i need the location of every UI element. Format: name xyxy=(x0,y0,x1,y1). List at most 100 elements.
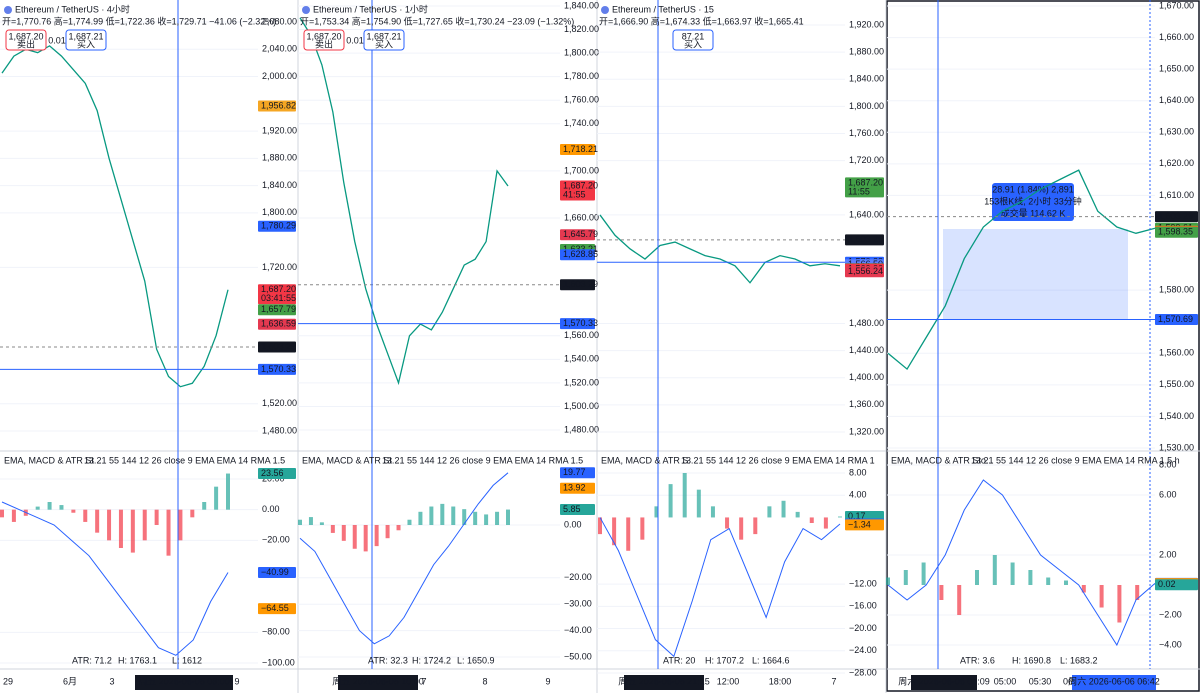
histogram-bar xyxy=(385,525,390,539)
price-tag xyxy=(258,567,296,579)
price-tag-label: 1,687.20 xyxy=(563,180,598,190)
histogram-bar xyxy=(473,511,478,525)
price-tag xyxy=(1155,579,1198,591)
cursor-time-box xyxy=(911,675,977,690)
y-tick-label: 1,660.00 xyxy=(564,212,599,222)
y-tick-label: 1,760.00 xyxy=(564,95,599,105)
x-tick-label: 3 xyxy=(109,676,114,686)
y-tick-label: 1,760.00 xyxy=(849,128,884,138)
y-tick-label: 1,560.00 xyxy=(1159,348,1194,358)
price-tag xyxy=(845,266,884,278)
price-tag-label: 5.85 xyxy=(563,504,581,514)
buy-button[interactable] xyxy=(65,29,107,51)
cursor-time: 周六 2026-06-06 04:09 xyxy=(898,675,990,686)
y-tick-label: −20.00 xyxy=(849,623,877,633)
histogram-bar xyxy=(598,517,602,535)
histogram-bar xyxy=(654,506,659,518)
price-tag-label: 0.17 xyxy=(848,511,866,521)
y-tick-label: 1,540.00 xyxy=(564,354,599,364)
price-tag-label: 1,718.21 xyxy=(563,144,598,154)
histogram-bar xyxy=(154,509,159,525)
y-tick-label: −80.00 xyxy=(262,627,290,637)
histogram-bar xyxy=(166,509,171,556)
spread: 0.01 xyxy=(48,35,66,45)
measure-label: 153根K线, 2小时 33分钟 xyxy=(984,195,1082,206)
atr-l: L: 1612 xyxy=(172,655,202,665)
atr-h: H: 1707.2 xyxy=(705,655,744,665)
price-tag-label: 0.02 xyxy=(1158,579,1176,589)
histogram-bar xyxy=(71,509,76,513)
price-tag-label: 1,598.35 xyxy=(1158,227,1193,237)
ohlc-values: 开=1,666.90 高=1,674.33 低=1,663.97 收=1,665… xyxy=(599,15,804,26)
histogram-bar xyxy=(352,525,357,549)
sell-button[interactable] xyxy=(303,29,345,51)
histogram-bar xyxy=(903,570,908,585)
histogram-bar xyxy=(298,519,302,525)
price-tag xyxy=(845,519,884,531)
y-tick-label: 1,520.00 xyxy=(262,398,297,408)
price-tag xyxy=(258,468,296,480)
price-line xyxy=(299,17,509,386)
histogram-bar xyxy=(1064,580,1068,585)
y-tick-label: 1,640.00 xyxy=(849,209,884,219)
price-line xyxy=(599,214,841,284)
x-tick-label: 6月 xyxy=(63,676,77,686)
atr-atr: ATR: 71.2 xyxy=(72,655,112,665)
price-line xyxy=(887,169,1156,371)
histogram-bar xyxy=(363,525,368,552)
histogram-bar xyxy=(1046,577,1051,585)
y-tick-label: 1,480.00 xyxy=(564,424,599,434)
buy-button[interactable] xyxy=(672,29,714,51)
indicator-params: 13 21 55 144 12 26 close 9 EMA EMA 14 RM… xyxy=(84,455,285,465)
price-tag-label: 23.56 xyxy=(261,468,284,478)
histogram-bar xyxy=(495,511,500,525)
y-tick-label: 1,650.00 xyxy=(1159,64,1194,74)
y-tick-label: 1,360.00 xyxy=(849,399,884,409)
price-tag-label: 1,570.33 xyxy=(563,318,598,328)
y-tick-label: 1,800.00 xyxy=(849,101,884,111)
measure-label-box xyxy=(992,183,1074,221)
atr-l: L: 1683.2 xyxy=(1060,655,1098,665)
y-tick-label: 1,610.00 xyxy=(1159,190,1194,200)
y-tick-label: 1,640.00 xyxy=(1159,95,1194,105)
buy-button[interactable] xyxy=(363,29,405,51)
histogram-bar xyxy=(939,585,944,600)
macd-line xyxy=(887,479,1156,647)
y-tick-label: 1,480.00 xyxy=(262,425,297,435)
histogram-bar xyxy=(1099,585,1104,608)
y-tick-label: 2,040.00 xyxy=(262,44,297,54)
histogram-bar xyxy=(710,506,715,518)
histogram-bar xyxy=(142,509,147,541)
price-tag xyxy=(1155,314,1198,326)
x-tick-label: 9 xyxy=(234,676,239,686)
histogram-bar xyxy=(95,509,100,533)
histogram-bar xyxy=(1081,585,1086,593)
price-tag-label: 1,603.29 xyxy=(261,341,296,351)
sell-button[interactable] xyxy=(5,29,47,51)
price-tag-label: 19.77 xyxy=(563,467,586,477)
y-tick-label: −28.00 xyxy=(849,667,877,677)
histogram-bar xyxy=(795,511,800,518)
atr-atr: ATR: 3.6 xyxy=(960,655,995,665)
buy-label: 买入 xyxy=(77,39,95,49)
y-tick-label: −2.00 xyxy=(1159,609,1182,619)
price-tag xyxy=(845,234,884,246)
y-tick-label: 4.00 xyxy=(849,490,867,500)
x-tick-label: 05:00 xyxy=(994,676,1017,686)
atr-h: H: 1724.2 xyxy=(412,655,451,665)
histogram-bar xyxy=(640,517,645,540)
cursor-time: 周六 2026-06-06 06:42 xyxy=(1068,675,1160,686)
histogram-bar xyxy=(0,509,4,518)
cursor-time: 周五 2026-06-05 10:00 xyxy=(332,676,424,686)
price-tag-label: 13.92 xyxy=(563,483,586,493)
y-tick-label: −12.00 xyxy=(849,578,877,588)
spread: 0.01 xyxy=(346,35,364,45)
price-tag xyxy=(560,467,595,479)
y-tick-label: 1,920.00 xyxy=(262,125,297,135)
histogram-bar xyxy=(83,509,88,522)
y-tick-label: 8.00 xyxy=(849,467,867,477)
y-tick-label: 1,820.00 xyxy=(564,24,599,34)
y-tick-label: 2,000.00 xyxy=(262,71,297,81)
y-tick-label: 1,440.00 xyxy=(849,345,884,355)
measure-label: 成交量 114.62 K xyxy=(1001,207,1066,218)
